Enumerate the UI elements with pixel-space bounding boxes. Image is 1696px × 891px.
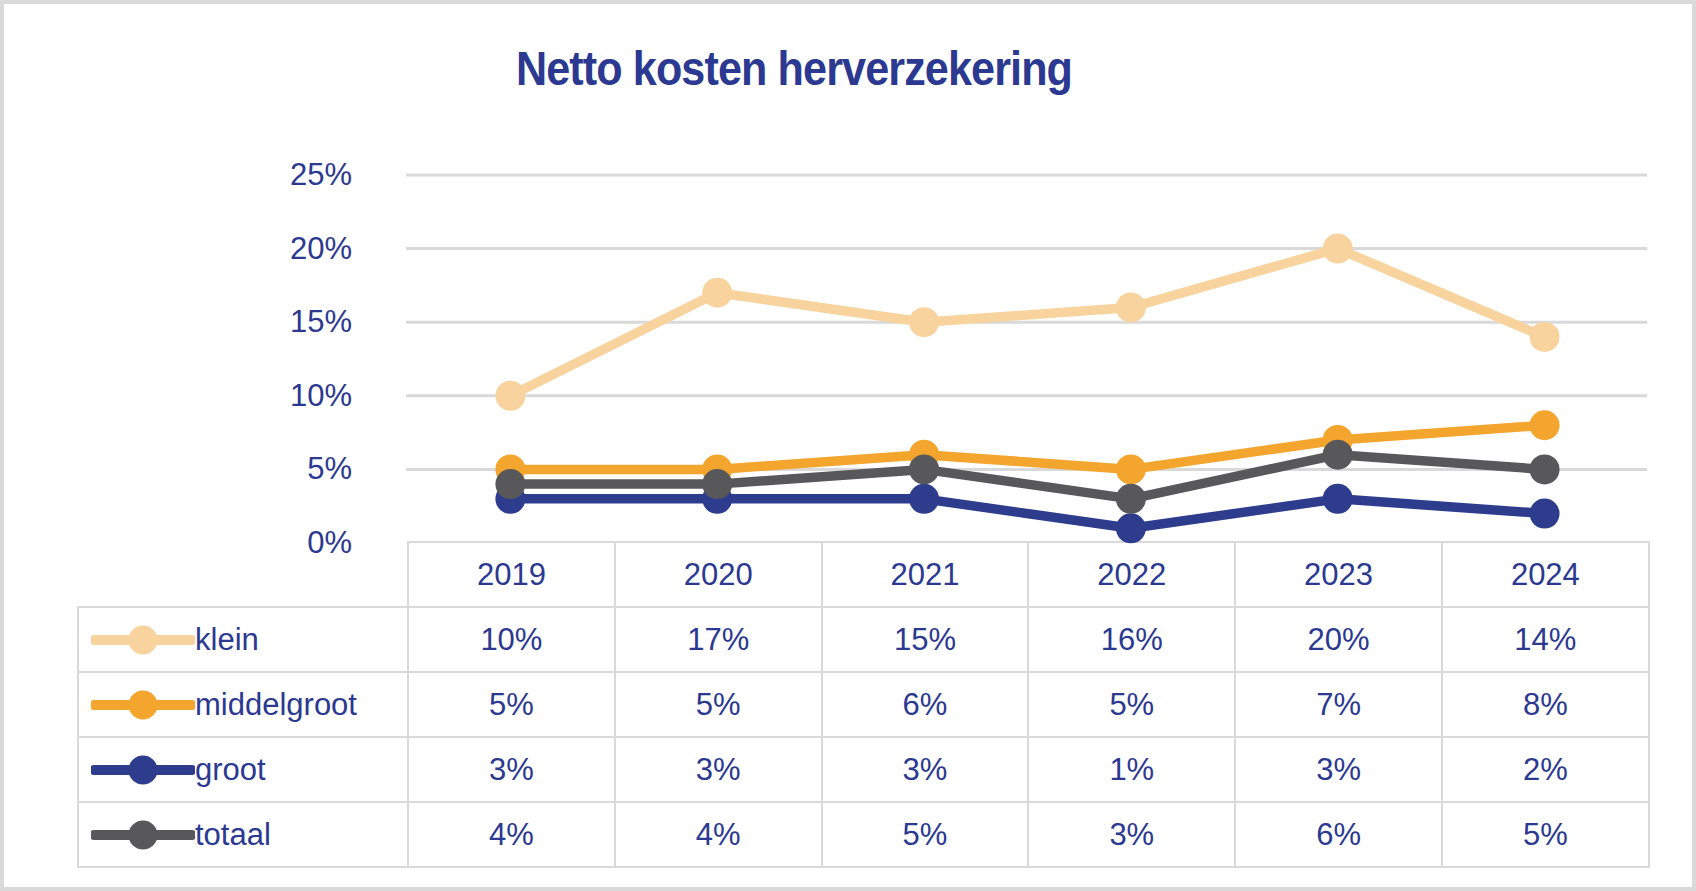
data-point-marker-middelgroot — [495, 454, 525, 484]
data-point-marker-klein — [1323, 234, 1353, 264]
value-cell-totaal: 5% — [1442, 802, 1649, 867]
value-cell-totaal: 3% — [1028, 802, 1235, 867]
value-cell-totaal: 5% — [822, 802, 1029, 867]
y-axis-tick-label: 5% — [222, 449, 352, 489]
legend-label: groot — [195, 752, 266, 788]
data-point-marker-middelgroot — [1116, 454, 1146, 484]
y-axis-tick-label: 0% — [222, 523, 352, 563]
legend-line-icon-middelgroot — [91, 687, 195, 723]
data-point-marker-klein — [1530, 322, 1560, 352]
value-cell-klein: 10% — [408, 607, 615, 672]
value-cell-klein: 15% — [822, 607, 1029, 672]
data-point-marker-middelgroot — [1530, 410, 1560, 440]
data-point-marker-klein — [909, 307, 939, 337]
table-year-header: 2023 — [1235, 542, 1442, 607]
value-cell-middelgroot: 7% — [1235, 672, 1442, 737]
value-cell-klein: 16% — [1028, 607, 1235, 672]
table-row-klein: klein 10%17%15%16%20%14% — [78, 607, 1649, 672]
data-point-marker-groot — [909, 484, 939, 514]
data-point-marker-middelgroot — [702, 454, 732, 484]
table-year-header: 2019 — [408, 542, 615, 607]
data-point-marker-groot — [1116, 513, 1146, 543]
legend-line-icon-totaal — [91, 817, 195, 853]
value-cell-middelgroot: 5% — [615, 672, 822, 737]
legend-line-icon-klein — [91, 622, 195, 658]
value-cell-groot: 3% — [408, 737, 615, 802]
data-point-marker-totaal — [495, 469, 525, 499]
value-cell-klein: 20% — [1235, 607, 1442, 672]
legend-label: middelgroot — [195, 687, 357, 723]
data-point-marker-groot — [1530, 499, 1560, 529]
table-row-middelgroot: middelgroot5%5%6%5%7%8% — [78, 672, 1649, 737]
series-line-groot — [510, 499, 1544, 528]
series-line-middelgroot — [510, 425, 1544, 469]
y-axis-tick-label: 15% — [222, 302, 352, 342]
data-point-marker-totaal — [1116, 484, 1146, 514]
data-table: 201920202021202220232024 klein 10%17%15%16… — [77, 541, 1650, 868]
y-axis-tick-label: 20% — [222, 229, 352, 269]
data-point-marker-klein — [1116, 292, 1146, 322]
data-point-marker-totaal — [1530, 454, 1560, 484]
value-cell-middelgroot: 5% — [1028, 672, 1235, 737]
value-cell-middelgroot: 6% — [822, 672, 1029, 737]
legend-cell-groot: groot — [78, 737, 408, 802]
data-point-marker-totaal — [1323, 440, 1353, 470]
value-cell-middelgroot: 8% — [1442, 672, 1649, 737]
data-point-marker-klein — [702, 278, 732, 308]
value-cell-groot: 3% — [1235, 737, 1442, 802]
chart-title: Netto kosten herverzekering — [310, 40, 1278, 96]
value-cell-totaal: 4% — [615, 802, 822, 867]
value-cell-totaal: 4% — [408, 802, 615, 867]
data-point-marker-groot — [702, 484, 732, 514]
table-row-groot: groot3%3%3%1%3%2% — [78, 737, 1649, 802]
series-line-klein — [510, 249, 1544, 396]
legend-cell-klein: klein — [78, 607, 408, 672]
value-cell-groot: 2% — [1442, 737, 1649, 802]
legend-cell-totaal: totaal — [78, 802, 408, 867]
table-row-totaal: totaal4%4%5%3%6%5% — [78, 802, 1649, 867]
legend-cell-middelgroot: middelgroot — [78, 672, 408, 737]
value-cell-klein: 17% — [615, 607, 822, 672]
data-point-marker-middelgroot — [1323, 425, 1353, 455]
data-point-marker-totaal — [702, 469, 732, 499]
y-axis-tick-label: 25% — [222, 155, 352, 195]
legend-label: klein — [195, 622, 259, 658]
y-axis-tick-label: 10% — [222, 376, 352, 416]
value-cell-middelgroot: 5% — [408, 672, 615, 737]
table-year-header: 2020 — [615, 542, 822, 607]
value-cell-groot: 1% — [1028, 737, 1235, 802]
data-point-marker-groot — [495, 484, 525, 514]
table-year-header: 2024 — [1442, 542, 1649, 607]
value-cell-totaal: 6% — [1235, 802, 1442, 867]
table-year-header: 2021 — [822, 542, 1029, 607]
data-point-marker-totaal — [909, 454, 939, 484]
legend-label: totaal — [195, 817, 271, 853]
legend-line-icon-groot — [91, 752, 195, 788]
value-cell-klein: 14% — [1442, 607, 1649, 672]
value-cell-groot: 3% — [615, 737, 822, 802]
chart-canvas: Netto kosten herverzekering 25% 20% 15% 10%… — [0, 0, 1696, 891]
table-year-header: 2022 — [1028, 542, 1235, 607]
series-line-totaal — [510, 455, 1544, 499]
data-point-marker-groot — [1323, 484, 1353, 514]
value-cell-groot: 3% — [822, 737, 1029, 802]
data-point-marker-klein — [495, 381, 525, 411]
data-point-marker-middelgroot — [909, 440, 939, 470]
